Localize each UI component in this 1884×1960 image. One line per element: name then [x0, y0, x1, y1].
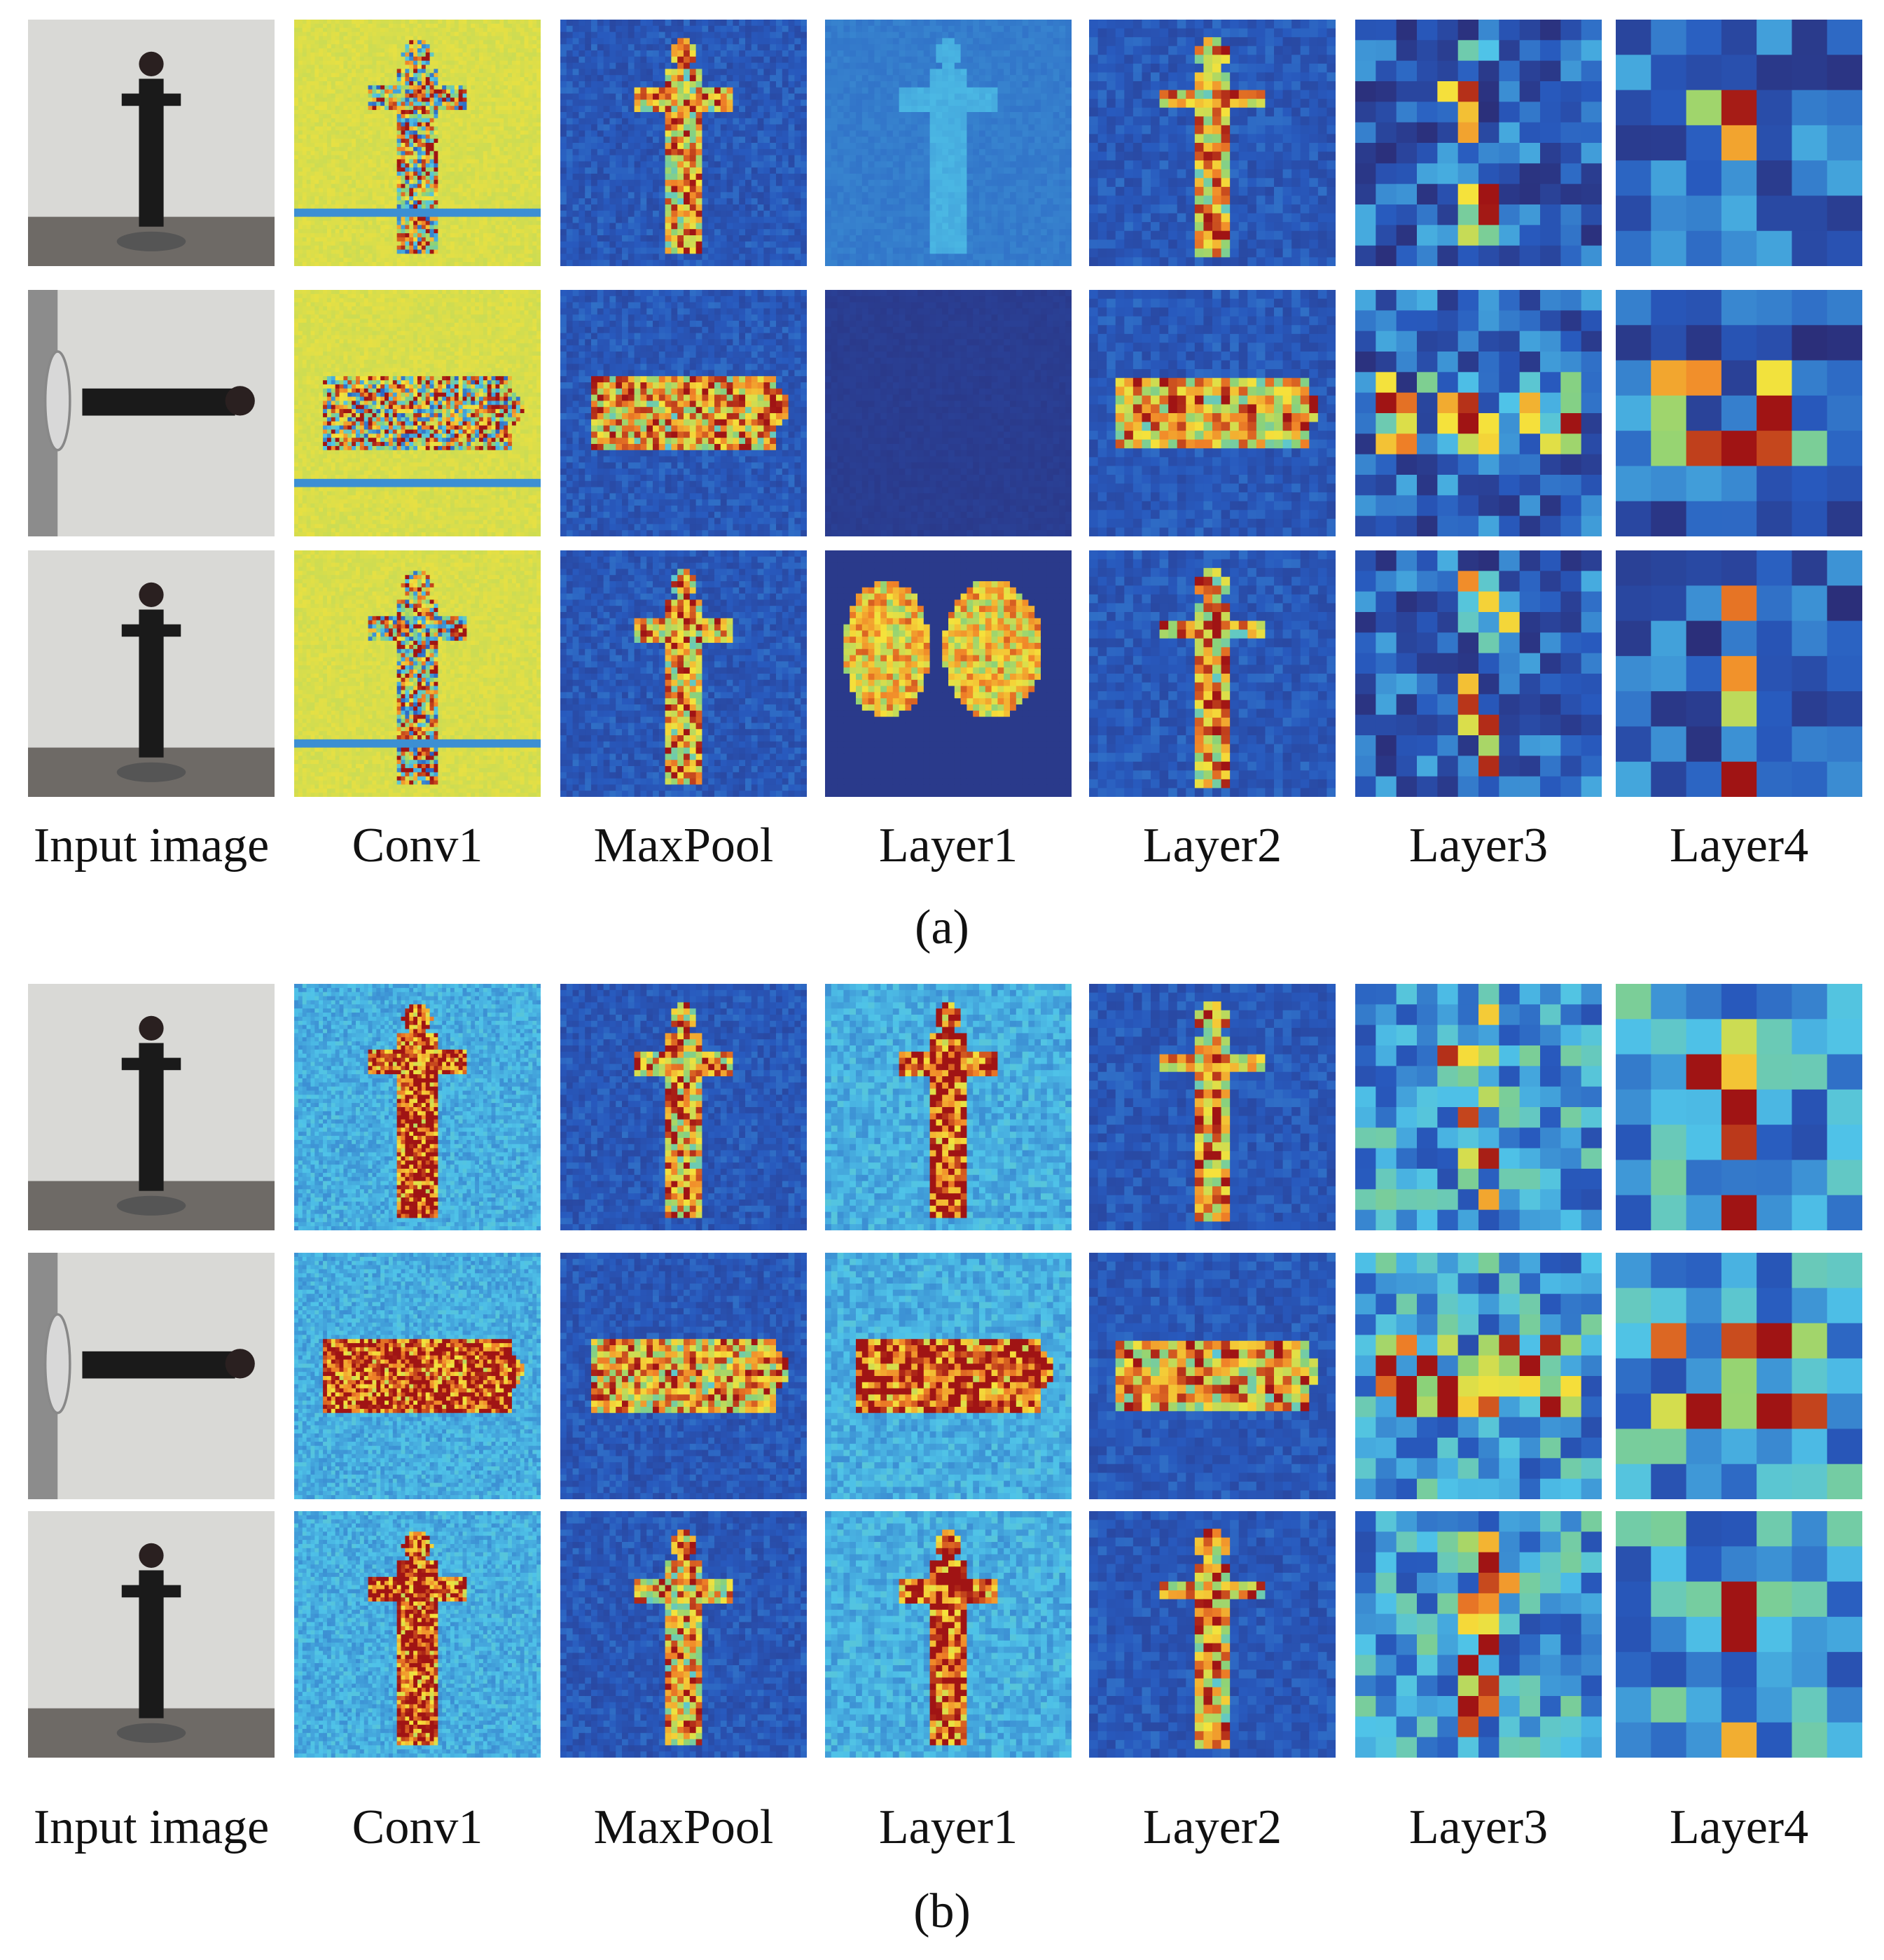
column-label: Layer4 — [1599, 818, 1879, 874]
feature-map-layer1 — [825, 1511, 1072, 1758]
feature-map-layer1 — [825, 550, 1072, 797]
feature-map-conv1 — [294, 290, 541, 536]
feature-map-conv1 — [294, 550, 541, 797]
feature-map-layer4 — [1616, 550, 1862, 797]
feature-map-layer4 — [1616, 984, 1862, 1230]
column-label: Input image — [11, 818, 291, 874]
column-label: Layer4 — [1599, 1800, 1879, 1856]
column-label: Layer2 — [1072, 818, 1352, 874]
feature-map-layer1 — [825, 290, 1072, 536]
column-label: Conv1 — [277, 818, 557, 874]
column-label: Layer3 — [1338, 818, 1619, 874]
input-photo — [28, 20, 275, 266]
panel-caption: (b) — [0, 1884, 1884, 1940]
feature-map-layer4 — [1616, 1511, 1862, 1758]
column-label: Layer1 — [808, 818, 1088, 874]
feature-map-maxpool — [560, 20, 807, 266]
feature-map-layer3 — [1355, 1253, 1602, 1499]
feature-map-maxpool — [560, 1511, 807, 1758]
feature-map-layer3 — [1355, 20, 1602, 266]
column-label: Input image — [11, 1800, 291, 1856]
panel-caption: (a) — [0, 900, 1884, 956]
feature-map-maxpool — [560, 550, 807, 797]
input-photo — [28, 1253, 275, 1499]
feature-map-layer1 — [825, 1253, 1072, 1499]
feature-map-conv1 — [294, 1253, 541, 1499]
column-label: Conv1 — [277, 1800, 557, 1856]
feature-map-layer2 — [1089, 290, 1336, 536]
feature-map-maxpool — [560, 984, 807, 1230]
input-photo — [28, 1511, 275, 1758]
column-label: MaxPool — [543, 1800, 824, 1856]
column-label: Layer3 — [1338, 1800, 1619, 1856]
feature-map-layer2 — [1089, 1253, 1336, 1499]
feature-map-layer3 — [1355, 290, 1602, 536]
feature-map-layer1 — [825, 984, 1072, 1230]
feature-map-layer3 — [1355, 1511, 1602, 1758]
column-label: Layer2 — [1072, 1800, 1352, 1856]
feature-map-layer1 — [825, 20, 1072, 266]
column-label: MaxPool — [543, 818, 824, 874]
input-photo — [28, 550, 275, 797]
feature-map-layer4 — [1616, 20, 1862, 266]
feature-map-layer2 — [1089, 20, 1336, 266]
feature-map-conv1 — [294, 20, 541, 266]
feature-map-maxpool — [560, 290, 807, 536]
feature-map-layer4 — [1616, 290, 1862, 536]
feature-map-layer3 — [1355, 550, 1602, 797]
feature-map-conv1 — [294, 984, 541, 1230]
feature-map-layer4 — [1616, 1253, 1862, 1499]
feature-map-layer2 — [1089, 1511, 1336, 1758]
feature-map-layer3 — [1355, 984, 1602, 1230]
feature-map-conv1 — [294, 1511, 541, 1758]
feature-map-layer2 — [1089, 984, 1336, 1230]
feature-map-maxpool — [560, 1253, 807, 1499]
column-label: Layer1 — [808, 1800, 1088, 1856]
input-photo — [28, 984, 275, 1230]
feature-map-layer2 — [1089, 550, 1336, 797]
input-photo — [28, 290, 275, 536]
